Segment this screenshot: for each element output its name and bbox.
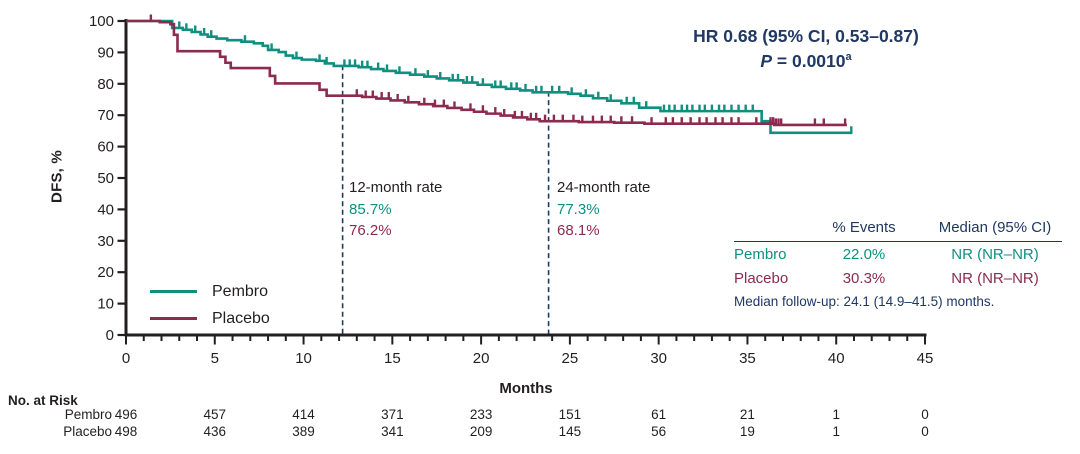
y-tick-label: 30 <box>97 233 114 250</box>
risk-count: 1 <box>832 424 840 439</box>
x-tick-label: 40 <box>828 350 845 367</box>
risk-count: 341 <box>381 424 404 439</box>
risk-count: 151 <box>558 407 582 422</box>
y-tick-label: 0 <box>106 327 114 344</box>
y-tick-label: 40 <box>97 201 114 218</box>
x-tick-label: 30 <box>650 350 667 367</box>
risk-count: 371 <box>381 407 404 422</box>
y-tick-label: 10 <box>97 296 114 313</box>
p-footnote-marker: a <box>845 51 852 63</box>
summary-pembro-name: Pembro <box>734 246 787 263</box>
y-tick-label: 50 <box>97 170 114 187</box>
no-at-risk-title: No. at Risk <box>8 393 78 408</box>
x-tick-label: 45 <box>917 350 934 367</box>
summary-row-placebo: Placebo 30.3% NR (NR–NR) <box>734 266 1062 290</box>
summary-header-median: Median (95% CI) <box>938 219 1052 236</box>
summary-pembro-events: 22.0% <box>842 246 886 263</box>
risk-row-label: Pembro <box>64 407 112 422</box>
x-tick-label: 20 <box>473 350 490 367</box>
risk-count: 498 <box>114 424 138 439</box>
legend-pembro-label: Pembro <box>212 283 269 300</box>
summary-header-row: % Events Median (95% CI) <box>734 219 1062 242</box>
x-tick-label: 35 <box>739 350 756 367</box>
x-axis-title: Months <box>499 380 553 397</box>
risk-count: 233 <box>469 407 493 422</box>
risk-count: 414 <box>292 407 315 422</box>
risk-count: 21 <box>739 407 755 422</box>
summary-row-pembro: Pembro 22.0% NR (NR–NR) <box>734 242 1062 267</box>
summary-placebo-events: 30.3% <box>842 270 886 287</box>
risk-count: 56 <box>651 424 667 439</box>
legend-pembro-line <box>150 290 197 293</box>
risk-count: 0 <box>921 407 929 422</box>
hr-annotation: HR 0.68 (95% CI, 0.53–0.87) P = 0.0010a <box>596 26 1016 72</box>
p-symbol: P <box>760 50 773 71</box>
risk-count: 496 <box>114 407 138 422</box>
summary-pembro-median: NR (NR–NR) <box>951 246 1039 263</box>
y-axis-title: DFS, % <box>48 150 66 203</box>
y-tick-label: 60 <box>97 139 114 156</box>
km-curve-placebo <box>126 19 847 127</box>
rate-12-placebo: 76.2% <box>349 222 392 239</box>
risk-row-label: Placebo <box>63 424 112 439</box>
legend-placebo-label: Placebo <box>212 310 270 327</box>
rate-12-pembro: 85.7% <box>349 200 392 218</box>
risk-count: 19 <box>739 424 755 439</box>
x-tick-label: 10 <box>295 350 312 367</box>
y-tick-label: 20 <box>97 264 114 281</box>
x-tick-label: 25 <box>562 350 579 367</box>
x-tick-label: 5 <box>211 350 219 367</box>
x-tick-label: 0 <box>122 350 130 367</box>
y-tick-label: 70 <box>97 107 114 124</box>
rate-12-annotation: 12-month rate 85.7% 76.2% <box>349 177 442 242</box>
rate-12-title: 12-month rate <box>349 179 443 196</box>
risk-count: 0 <box>921 424 929 439</box>
p-equals-value: = 0.0010 <box>772 50 846 71</box>
rate-24-title: 24-month rate <box>557 179 651 196</box>
rate-24-placebo: 68.1% <box>557 222 600 239</box>
summary-header-events: % Events <box>832 219 896 236</box>
legend-placebo-line <box>150 317 197 320</box>
y-tick-label: 100 <box>89 13 114 30</box>
p-value-line: P = 0.0010a <box>596 47 1016 72</box>
summary-placebo-median: NR (NR–NR) <box>951 270 1039 287</box>
risk-count: 389 <box>292 424 315 439</box>
rate-24-annotation: 24-month rate 77.3% 68.1% <box>557 177 650 242</box>
summary-placebo-name: Placebo <box>734 270 789 287</box>
risk-count: 436 <box>203 424 227 439</box>
risk-count: 209 <box>469 424 493 439</box>
summary-header-blank <box>734 219 800 242</box>
rate-24-pembro: 77.3% <box>557 200 600 218</box>
x-tick-label: 15 <box>384 350 401 367</box>
risk-count: 1 <box>832 407 840 422</box>
y-tick-label: 90 <box>97 44 114 61</box>
y-tick-label: 80 <box>97 76 114 93</box>
summary-table: % Events Median (95% CI) Pembro 22.0% NR… <box>734 219 1062 309</box>
km-curve-pembro <box>126 19 853 135</box>
hr-line: HR 0.68 (95% CI, 0.53–0.87) <box>693 26 919 46</box>
median-followup-footnote: Median follow-up: 24.1 (14.9–41.5) month… <box>734 294 995 309</box>
risk-count: 457 <box>203 407 227 422</box>
risk-count: 145 <box>558 424 582 439</box>
risk-count: 61 <box>651 407 667 422</box>
